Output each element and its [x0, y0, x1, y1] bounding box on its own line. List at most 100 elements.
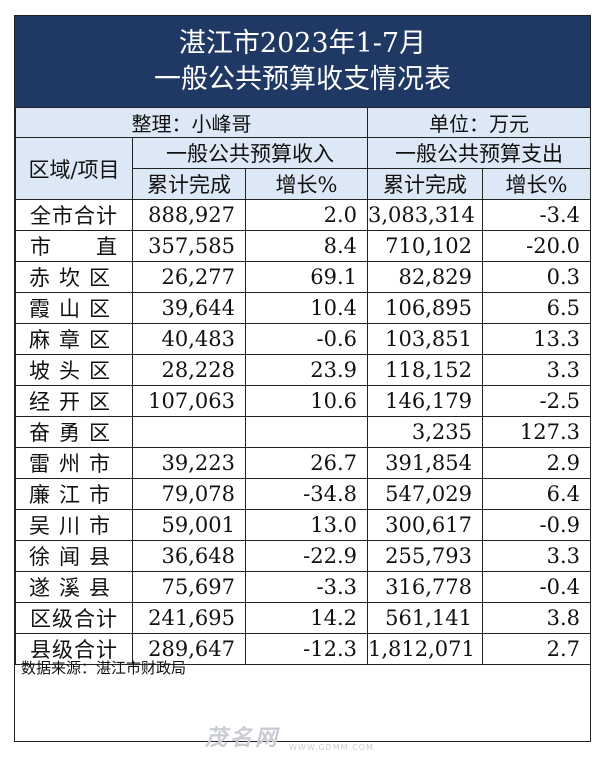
revenue-cumulative-cell: 79,078 — [132, 478, 246, 510]
unit-cell: 单位：万元 — [367, 107, 592, 138]
revenue-growth-cell — [244, 416, 369, 448]
revenue-growth-header: 增长% — [244, 168, 369, 200]
revenue-cumulative-header: 累计完成 — [132, 168, 246, 200]
expenditure-cumulative-cell: 118,152 — [367, 354, 484, 386]
revenue-cumulative-cell: 39,644 — [132, 292, 246, 324]
region-name-cell: 徐闻县 — [15, 540, 133, 572]
expenditure-growth-header: 增长% — [482, 168, 592, 200]
table-row: 县级合计 289,647 -12.3 1,812,071 2.7 — [15, 633, 592, 665]
revenue-growth-cell: 2.0 — [244, 199, 369, 231]
expenditure-cumulative-cell: 316,778 — [367, 571, 484, 603]
expenditure-cumulative-cell: 391,854 — [367, 447, 484, 479]
expenditure-growth-cell: 2.7 — [482, 633, 592, 665]
expenditure-cumulative-cell: 300,617 — [367, 509, 484, 541]
revenue-cumulative-cell: 59,001 — [132, 509, 246, 541]
revenue-growth-cell: 8.4 — [244, 230, 369, 262]
table-row: 全市合计 888,927 2.0 3,083,314 -3.4 — [15, 199, 592, 231]
table-row: 雷州市 39,223 26.7 391,854 2.9 — [15, 447, 592, 479]
table-body: 全市合计 888,927 2.0 3,083,314 -3.4 市 直 357,585 8.4… — [15, 199, 592, 665]
table-row: 麻章区 40,483 -0.6 103,851 13.3 — [15, 323, 592, 355]
expenditure-growth-cell: -0.9 — [482, 509, 592, 541]
revenue-growth-cell: 13.0 — [244, 509, 369, 541]
revenue-cumulative-cell: 357,585 — [132, 230, 246, 262]
region-name-cell: 区级合计 — [15, 602, 133, 634]
table-row: 遂溪县 75,697 -3.3 316,778 -0.4 — [15, 571, 592, 603]
region-name-cell: 经开区 — [15, 385, 133, 417]
table-row: 徐闻县 36,648 -22.9 255,793 3.3 — [15, 540, 592, 572]
revenue-cumulative-cell: 107,063 — [132, 385, 246, 417]
revenue-growth-cell: 23.9 — [244, 354, 369, 386]
budget-table: 整理：小峰哥 单位：万元 区域/项目 一般公共预算收入 一般公共预算支出 累计完… — [14, 107, 592, 665]
expenditure-group-header: 一般公共预算支出 — [367, 137, 592, 169]
table-row: 区级合计 241,695 14.2 561,141 3.8 — [15, 602, 592, 634]
revenue-cumulative-cell: 241,695 — [132, 602, 246, 634]
expenditure-cumulative-cell: 710,102 — [367, 230, 484, 262]
expenditure-growth-cell: -3.4 — [482, 199, 592, 231]
data-source-note: 数据来源：湛江市财政局 — [21, 659, 187, 677]
region-name-cell: 遂溪县 — [15, 571, 133, 603]
expenditure-growth-cell: 3.3 — [482, 354, 592, 386]
expenditure-cumulative-cell: 1,812,071 — [367, 633, 484, 665]
watermark-url: WWW.GDMM.COM — [289, 743, 374, 752]
revenue-cumulative-cell: 28,228 — [132, 354, 246, 386]
expenditure-cumulative-cell: 146,179 — [367, 385, 484, 417]
revenue-cumulative-cell: 888,927 — [132, 199, 246, 231]
region-name-cell: 县级合计 — [15, 633, 133, 665]
revenue-growth-cell: -34.8 — [244, 478, 369, 510]
table-row: 廉江市 79,078 -34.8 547,029 6.4 — [15, 478, 592, 510]
expenditure-growth-cell: 6.4 — [482, 478, 592, 510]
revenue-cumulative-cell: 26,277 — [132, 261, 246, 293]
table-title: 湛江市2023年1-7月 一般公共预算收支情况表 — [15, 16, 590, 107]
expenditure-cumulative-cell: 255,793 — [367, 540, 484, 572]
revenue-growth-cell: 10.6 — [244, 385, 369, 417]
table-row: 坡头区 28,228 23.9 118,152 3.3 — [15, 354, 592, 386]
expenditure-growth-cell: -20.0 — [482, 230, 592, 262]
revenue-growth-cell: -22.9 — [244, 540, 369, 572]
region-name-cell: 奋勇区 — [15, 416, 133, 448]
region-name-cell: 坡头区 — [15, 354, 133, 386]
expenditure-growth-cell: 127.3 — [482, 416, 592, 448]
revenue-growth-cell: -3.3 — [244, 571, 369, 603]
region-name-cell: 赤坎区 — [15, 261, 133, 293]
revenue-cumulative-cell: 36,648 — [132, 540, 246, 572]
expenditure-cumulative-header: 累计完成 — [367, 168, 484, 200]
revenue-growth-cell: 26.7 — [244, 447, 369, 479]
expenditure-cumulative-cell: 106,895 — [367, 292, 484, 324]
expenditure-cumulative-cell: 3,235 — [367, 416, 484, 448]
revenue-cumulative-cell: 289,647 — [132, 633, 246, 665]
table-row: 经开区 107,063 10.6 146,179 -2.5 — [15, 385, 592, 417]
revenue-group-header: 一般公共预算收入 — [131, 137, 369, 169]
expenditure-growth-cell: 6.5 — [482, 292, 592, 324]
region-name-cell: 廉江市 — [15, 478, 133, 510]
watermark-logo: 茂名网 WWW.GDMM.COM — [205, 720, 373, 752]
region-name-cell: 霞山区 — [15, 292, 133, 324]
revenue-growth-cell: -0.6 — [244, 323, 369, 355]
expenditure-growth-cell: 3.8 — [482, 602, 592, 634]
expenditure-growth-cell: -0.4 — [482, 571, 592, 603]
expenditure-cumulative-cell: 103,851 — [367, 323, 484, 355]
revenue-cumulative-cell: 75,697 — [132, 571, 246, 603]
table-row: 市 直 357,585 8.4 710,102 -20.0 — [15, 230, 592, 262]
revenue-cumulative-cell — [132, 416, 246, 448]
expenditure-growth-cell: 3.3 — [482, 540, 592, 572]
expenditure-cumulative-cell: 547,029 — [367, 478, 484, 510]
region-name-cell: 雷州市 — [15, 447, 133, 479]
revenue-growth-cell: 14.2 — [244, 602, 369, 634]
revenue-growth-cell: -12.3 — [244, 633, 369, 665]
expenditure-growth-cell: 13.3 — [482, 323, 592, 355]
table-row: 奋勇区 3,235 127.3 — [15, 416, 592, 448]
expenditure-growth-cell: 2.9 — [482, 447, 592, 479]
group-header-row: 区域/项目 一般公共预算收入 一般公共预算支出 — [15, 137, 592, 200]
revenue-cumulative-cell: 40,483 — [132, 323, 246, 355]
region-name-cell: 全市合计 — [15, 199, 133, 231]
title-line-1: 湛江市2023年1-7月 — [178, 28, 427, 59]
expenditure-cumulative-cell: 3,083,314 — [367, 199, 484, 231]
expenditure-cumulative-cell: 82,829 — [367, 261, 484, 293]
table-row: 吴川市 59,001 13.0 300,617 -0.9 — [15, 509, 592, 541]
meta-row: 整理：小峰哥 单位：万元 — [14, 107, 592, 138]
region-name-cell: 市 直 — [15, 230, 133, 262]
table-row: 赤坎区 26,277 69.1 82,829 0.3 — [15, 261, 592, 293]
compiler-cell: 整理：小峰哥 — [14, 107, 369, 138]
revenue-cumulative-cell: 39,223 — [132, 447, 246, 479]
expenditure-growth-cell: 0.3 — [482, 261, 592, 293]
